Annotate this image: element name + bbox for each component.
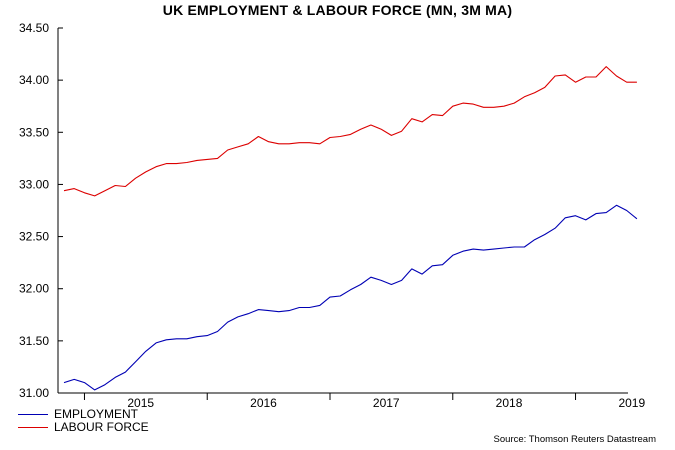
x-tick-label: 2016 — [250, 396, 277, 410]
source-note: Source: Thomson Reuters Datastream — [493, 434, 656, 445]
y-tick-label: 31.50 — [19, 334, 49, 348]
legend-item-labour-force: LABOUR FORCE — [18, 421, 149, 434]
chart-title: UK EMPLOYMENT & LABOUR FORCE (MN, 3M MA) — [162, 2, 513, 18]
y-tick-label: 33.00 — [19, 177, 49, 191]
y-tick-label: 32.00 — [19, 282, 49, 296]
legend-label-employment: EMPLOYMENT — [54, 407, 139, 421]
legend-label-labour-force: LABOUR FORCE — [54, 420, 149, 434]
axes — [57, 27, 628, 400]
x-tick-label: 2019 — [618, 396, 645, 410]
x-tick-label: 2018 — [496, 396, 523, 410]
legend-swatch-labour-force — [18, 427, 48, 428]
series-line-employment — [63, 204, 638, 391]
y-tick-label: 32.50 — [19, 230, 49, 244]
y-tick-label: 33.50 — [19, 125, 49, 139]
x-tick-label: 2015 — [127, 396, 154, 410]
y-tick-label: 34.00 — [19, 73, 49, 87]
y-tick-label: 31.00 — [19, 386, 49, 400]
y-tick-label: 34.50 — [19, 21, 49, 35]
series-lines — [63, 66, 638, 391]
legend-item-employment: EMPLOYMENT — [18, 408, 149, 421]
series-line-labour-force — [63, 66, 637, 197]
legend: EMPLOYMENT LABOUR FORCE — [18, 408, 149, 434]
x-tick-label: 2017 — [373, 396, 400, 410]
legend-swatch-employment — [18, 414, 48, 415]
tick-labels: 31.00 31.50 32.00 32.50 33.00 33.50 34.00 34.50… — [19, 21, 646, 410]
